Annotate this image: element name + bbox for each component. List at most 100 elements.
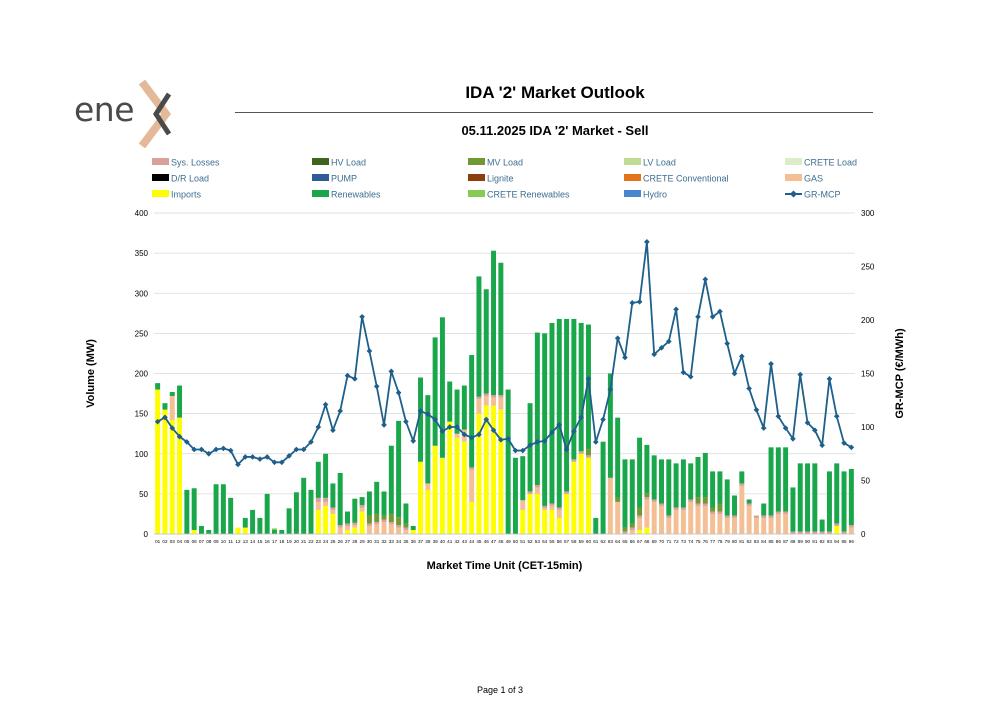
point-gr-mcp	[680, 369, 687, 376]
bar-imports	[644, 527, 650, 534]
x-tick-label: 67	[637, 539, 643, 544]
bar-imports	[491, 405, 497, 534]
y2-tick-label: 50	[861, 477, 870, 486]
legend-item-crete-renewables: CRETE Renewables	[468, 189, 570, 203]
y-tick-label: 250	[135, 329, 149, 338]
point-gr-mcp	[629, 300, 636, 306]
x-tick-label: 10	[221, 539, 227, 544]
bar-sys-losses	[403, 527, 409, 530]
x-tick-label: 71	[666, 539, 672, 544]
bar-gas	[651, 501, 657, 534]
x-tick-label: 94	[834, 539, 840, 544]
bar-mv-load	[615, 497, 621, 502]
y-tick-label: 200	[135, 370, 149, 379]
x-tick-label: 82	[747, 539, 753, 544]
point-gr-mcp	[760, 425, 767, 431]
y-axis-title: Volume (MW)	[85, 339, 97, 408]
y-tick-label: 400	[135, 209, 149, 218]
y-tick-label: 100	[135, 450, 149, 459]
bar-sys-losses	[337, 525, 343, 528]
bar-imports	[564, 493, 570, 534]
point-gr-mcp	[512, 447, 519, 454]
bar-renewables	[848, 468, 854, 526]
x-tick-label: 91	[812, 539, 818, 544]
point-gr-mcp	[549, 429, 555, 436]
bar-renewables	[629, 459, 635, 524]
bar-renewables	[447, 381, 453, 422]
bar-sys-losses	[768, 515, 774, 518]
bar-sys-losses	[483, 393, 489, 396]
bar-sys-losses	[848, 525, 854, 528]
bar-sys-losses	[775, 511, 781, 514]
x-tick-label: 31	[374, 539, 380, 544]
x-tick-label: 43	[462, 539, 468, 544]
point-gr-mcp	[293, 446, 300, 453]
point-gr-mcp	[213, 446, 219, 453]
logo-text: ene	[74, 90, 135, 129]
x-tick-label: 61	[593, 539, 599, 544]
point-gr-mcp	[154, 418, 161, 425]
bar-gas	[666, 517, 672, 534]
bar-renewables	[805, 463, 811, 532]
bar-gas	[359, 507, 365, 512]
legend-swatch	[468, 174, 485, 182]
bar-imports	[483, 405, 489, 534]
bar-sys-losses	[491, 395, 497, 398]
point-gr-mcp	[738, 353, 745, 360]
bar-imports	[352, 527, 358, 534]
bar-imports	[177, 417, 183, 534]
x-tick-label: 11	[228, 539, 233, 544]
bar-imports	[330, 513, 336, 534]
bar-imports	[578, 453, 584, 534]
x-tick-label: 28	[352, 539, 358, 544]
bar-renewables	[410, 525, 416, 530]
point-gr-mcp	[483, 416, 490, 423]
bar-sys-losses	[352, 522, 358, 526]
bar-imports	[469, 501, 475, 534]
bar-renewables	[352, 498, 358, 523]
point-gr-mcp	[271, 459, 278, 466]
point-gr-mcp	[790, 435, 796, 442]
bar-gas	[323, 501, 329, 506]
point-gr-mcp	[205, 450, 212, 457]
legend-item-renewables: Renewables	[312, 189, 381, 203]
point-gr-mcp	[264, 454, 271, 460]
legend-item-gr-mcp: GR-MCP	[785, 189, 841, 203]
bar-gas	[454, 433, 460, 438]
bar-gas	[542, 508, 548, 510]
bar-renewables	[491, 250, 497, 396]
bar-sys-losses	[739, 483, 745, 486]
bar-renewables	[688, 463, 694, 500]
point-gr-mcp	[717, 308, 723, 315]
bar-renewables	[783, 447, 789, 512]
legend-label: CRETE Renewables	[487, 189, 570, 200]
x-tick-label: 14	[250, 539, 256, 544]
bar-imports	[585, 457, 591, 534]
bar-renewables	[257, 517, 263, 534]
legend-item-pump: PUMP	[312, 173, 357, 187]
bar-gas	[403, 529, 409, 534]
x-tick-label: 85	[768, 539, 774, 544]
x-tick-label: 03	[170, 539, 176, 544]
bar-gas	[169, 395, 175, 421]
point-gr-mcp	[556, 422, 563, 428]
bar-imports	[476, 413, 482, 534]
point-gr-mcp	[600, 416, 606, 423]
bar-sys-losses	[534, 485, 540, 488]
bar-renewables	[790, 487, 796, 532]
point-gr-mcp	[432, 416, 438, 423]
bar-sys-losses	[680, 507, 686, 510]
bar-renewables	[659, 459, 664, 504]
point-gr-mcp	[695, 313, 701, 320]
point-gr-mcp	[731, 370, 738, 377]
bar-imports	[410, 529, 416, 534]
bar-mv-load	[396, 517, 402, 526]
bar-renewables	[374, 481, 380, 514]
bar-renewables	[797, 463, 803, 532]
bar-imports	[447, 421, 453, 534]
point-gr-mcp	[249, 454, 256, 460]
bar-imports	[432, 445, 438, 534]
point-gr-mcp	[359, 313, 365, 320]
x-tick-label: 17	[272, 539, 278, 544]
bar-renewables	[710, 471, 716, 508]
